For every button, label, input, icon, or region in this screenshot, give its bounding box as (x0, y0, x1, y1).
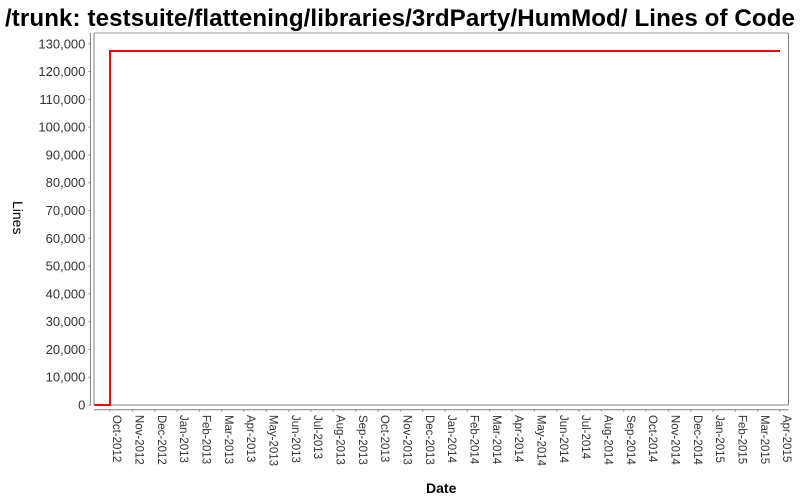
svg-text:Date: Date (426, 480, 457, 496)
svg-text:30,000: 30,000 (46, 314, 86, 329)
svg-text:Feb-2015: Feb-2015 (736, 415, 748, 464)
svg-text:130,000: 130,000 (38, 36, 85, 51)
svg-text:Mar-2013: Mar-2013 (222, 415, 234, 464)
svg-text:Feb-2014: Feb-2014 (468, 415, 480, 465)
svg-text:Mar-2014: Mar-2014 (490, 415, 502, 465)
svg-text:90,000: 90,000 (46, 147, 86, 162)
svg-text:Apr-2014: Apr-2014 (512, 415, 524, 463)
svg-text:80,000: 80,000 (46, 175, 86, 190)
svg-text:40,000: 40,000 (46, 286, 86, 301)
svg-text:Mar-2015: Mar-2015 (758, 415, 770, 464)
svg-text:100,000: 100,000 (38, 120, 85, 135)
svg-text:Jan-2013: Jan-2013 (177, 415, 189, 463)
svg-text:Jun-2013: Jun-2013 (289, 415, 301, 463)
svg-text:May-2013: May-2013 (267, 415, 279, 466)
svg-text:Aug-2014: Aug-2014 (602, 415, 614, 465)
svg-text:Dec-2014: Dec-2014 (691, 415, 703, 465)
svg-text:Oct-2014: Oct-2014 (646, 415, 658, 463)
svg-text:Dec-2013: Dec-2013 (423, 415, 435, 465)
svg-text:110,000: 110,000 (39, 92, 85, 107)
svg-text:20,000: 20,000 (46, 342, 86, 357)
svg-text:Jul-2014: Jul-2014 (579, 415, 591, 460)
svg-text:Oct-2012: Oct-2012 (110, 415, 122, 462)
svg-text:Oct-2013: Oct-2013 (378, 415, 390, 462)
svg-text:10,000: 10,000 (46, 370, 86, 385)
svg-text:50,000: 50,000 (46, 259, 86, 274)
svg-text:Sep-2014: Sep-2014 (624, 415, 636, 465)
svg-text:Feb-2013: Feb-2013 (200, 415, 212, 464)
svg-text:May-2014: May-2014 (535, 415, 547, 467)
svg-text:Nov-2014: Nov-2014 (669, 415, 681, 465)
svg-text:Jan-2014: Jan-2014 (445, 415, 457, 464)
svg-text:70,000: 70,000 (46, 203, 86, 218)
svg-text:Nov-2013: Nov-2013 (401, 415, 413, 465)
svg-text:Dec-2012: Dec-2012 (155, 415, 167, 465)
svg-text:Apr-2015: Apr-2015 (780, 415, 792, 462)
svg-text:120,000: 120,000 (38, 64, 85, 79)
svg-text:Sep-2013: Sep-2013 (356, 415, 368, 465)
svg-text:Apr-2013: Apr-2013 (244, 415, 256, 462)
svg-text:Nov-2012: Nov-2012 (133, 415, 145, 465)
svg-text:Jun-2014: Jun-2014 (557, 415, 569, 464)
svg-text:0: 0 (78, 398, 85, 413)
svg-text:Aug-2013: Aug-2013 (334, 415, 346, 465)
svg-text:Lines: Lines (10, 201, 26, 234)
svg-text:60,000: 60,000 (46, 231, 86, 246)
svg-text:Jul-2013: Jul-2013 (311, 415, 323, 459)
svg-text:Jan-2015: Jan-2015 (713, 415, 725, 463)
